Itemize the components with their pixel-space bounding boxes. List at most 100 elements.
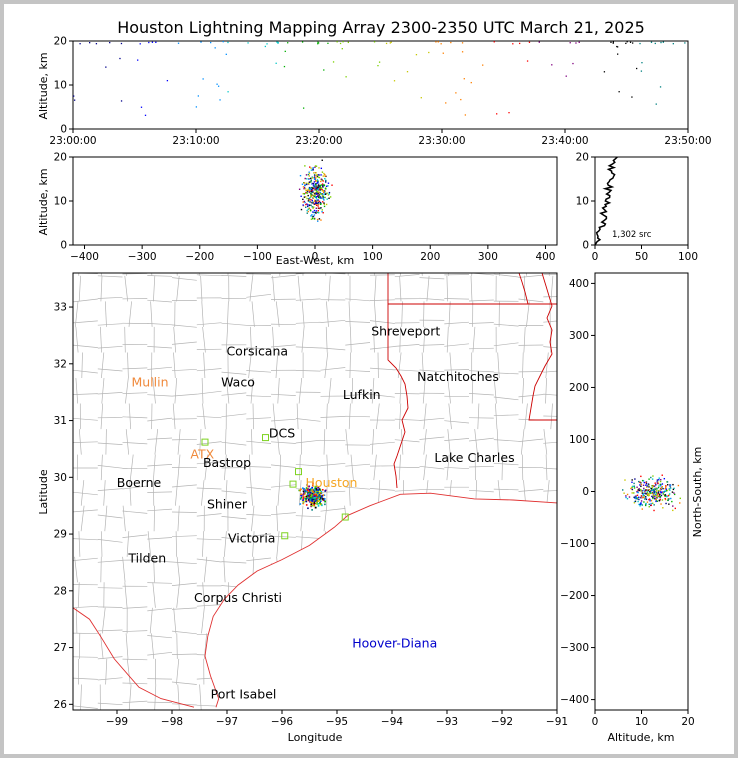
ns-altitude-point xyxy=(660,494,663,497)
time-altitude-point xyxy=(629,41,632,43)
ns-axis-tick-label: −200 xyxy=(560,590,589,602)
ns-altitude-point xyxy=(654,482,656,484)
altitude-axis-a-tick-label: 20 xyxy=(54,36,67,48)
ew-altitude-point xyxy=(312,182,314,185)
ns-altitude-point xyxy=(658,494,661,497)
ns-altitude-point xyxy=(656,488,658,490)
time-altitude-point xyxy=(222,41,224,43)
ew-altitude-point xyxy=(315,190,318,192)
ew-altitude-point xyxy=(319,203,322,205)
ew-altitude-point xyxy=(324,173,326,176)
ew-altitude-point xyxy=(310,199,312,201)
longitude-tick-label: −99 xyxy=(106,716,128,728)
ew-altitude-point xyxy=(320,207,322,209)
county-line xyxy=(73,341,557,351)
ew-altitude-point xyxy=(314,165,317,167)
ns-altitude-point xyxy=(660,487,662,490)
ns-altitude-point xyxy=(652,497,654,500)
lightning-source xyxy=(302,498,305,500)
ns-altitude-point xyxy=(648,478,650,480)
time-altitude-point xyxy=(655,103,657,105)
ns-altitude-point xyxy=(648,486,650,488)
ew-altitude-point xyxy=(311,217,314,220)
ew-altitude-point xyxy=(311,199,313,202)
lightning-source xyxy=(319,498,321,501)
lightning-source xyxy=(315,498,317,500)
ew-altitude-point xyxy=(321,189,323,191)
ew-altitude-ylabel: Altitude, km xyxy=(37,168,50,235)
county-line xyxy=(122,273,134,710)
ew-altitude-point xyxy=(308,199,311,201)
ns-altitude-point xyxy=(645,495,647,498)
time-altitude-point xyxy=(166,79,169,82)
ns-altitude-point xyxy=(656,494,658,497)
time-altitude-point xyxy=(659,86,662,88)
ns-altitude-point xyxy=(653,509,655,512)
time-altitude-point xyxy=(317,41,319,43)
ew-altitude-point xyxy=(321,190,324,192)
lightning-source xyxy=(313,493,315,495)
ew-altitude-point xyxy=(316,191,319,193)
lightning-source xyxy=(316,503,318,505)
lightning-source xyxy=(310,495,313,498)
lightning-source xyxy=(317,503,320,505)
ew-altitude-point xyxy=(311,190,314,193)
time-altitude-point xyxy=(264,45,267,48)
ns-altitude-point xyxy=(652,489,655,491)
ns-altitude-point xyxy=(631,488,633,491)
time-altitude-point xyxy=(565,75,567,77)
time-altitude-point xyxy=(378,61,381,63)
time-altitude-point xyxy=(617,53,619,55)
ns-altitude-point xyxy=(643,481,646,484)
mississippi-river-border xyxy=(528,273,557,421)
lightning-source xyxy=(306,490,308,492)
ew-altitude-point xyxy=(315,180,318,182)
lightning-source xyxy=(299,489,301,492)
lightning-source xyxy=(300,488,302,491)
lightning-source xyxy=(300,493,302,495)
ew-altitude-point xyxy=(317,194,319,197)
ns-altitude-point xyxy=(636,498,639,500)
time-altitude-point xyxy=(119,57,121,60)
time-axis-tick-label: 23:00:00 xyxy=(49,135,96,147)
ew-altitude-point xyxy=(315,200,317,202)
time-altitude-point xyxy=(464,114,467,116)
ns-altitude-point xyxy=(655,489,658,491)
time-altitude-point xyxy=(610,41,612,43)
ns-altitude-point xyxy=(637,489,640,491)
ns-altitude-point xyxy=(638,498,640,501)
ns-altitude-point xyxy=(668,488,670,491)
time-altitude-point xyxy=(420,97,422,99)
ns-altitude-point xyxy=(638,503,640,506)
lma-station-marker xyxy=(341,513,349,521)
ns-altitude-point xyxy=(645,482,648,485)
ns-altitude-point xyxy=(652,494,655,497)
ns-altitude-point xyxy=(644,492,646,494)
ns-altitude-point xyxy=(657,486,660,489)
ns-altitude-point xyxy=(656,482,659,484)
ns-altitude-point xyxy=(639,488,642,491)
lightning-source xyxy=(317,500,319,502)
ns-altitude-point xyxy=(665,488,668,490)
city-label: Tilden xyxy=(127,550,166,565)
ns-altitude-point xyxy=(664,490,666,492)
ns-altitude-point xyxy=(654,488,657,490)
ew-axis-tick-label: −100 xyxy=(243,251,272,263)
latitude-tick-label: 29 xyxy=(54,529,67,541)
ew-altitude-point xyxy=(323,184,325,186)
ew-altitude-point xyxy=(315,196,318,198)
ew-altitude-point xyxy=(316,218,319,221)
ew-altitude-point xyxy=(306,212,308,214)
ns-altitude-point xyxy=(665,486,667,489)
lightning-source xyxy=(315,506,317,509)
lightning-source xyxy=(311,488,314,491)
ew-altitude-point xyxy=(306,178,308,180)
time-altitude-point xyxy=(73,99,76,101)
ns-altitude-point xyxy=(636,491,639,493)
ns-altitude-point xyxy=(636,494,639,496)
city-label: Hoover-Diana xyxy=(352,636,437,651)
time-altitude-point xyxy=(631,96,633,98)
ew-altitude-point xyxy=(313,185,315,188)
ew-altitude-point xyxy=(315,210,318,212)
time-altitude-point xyxy=(440,43,442,45)
